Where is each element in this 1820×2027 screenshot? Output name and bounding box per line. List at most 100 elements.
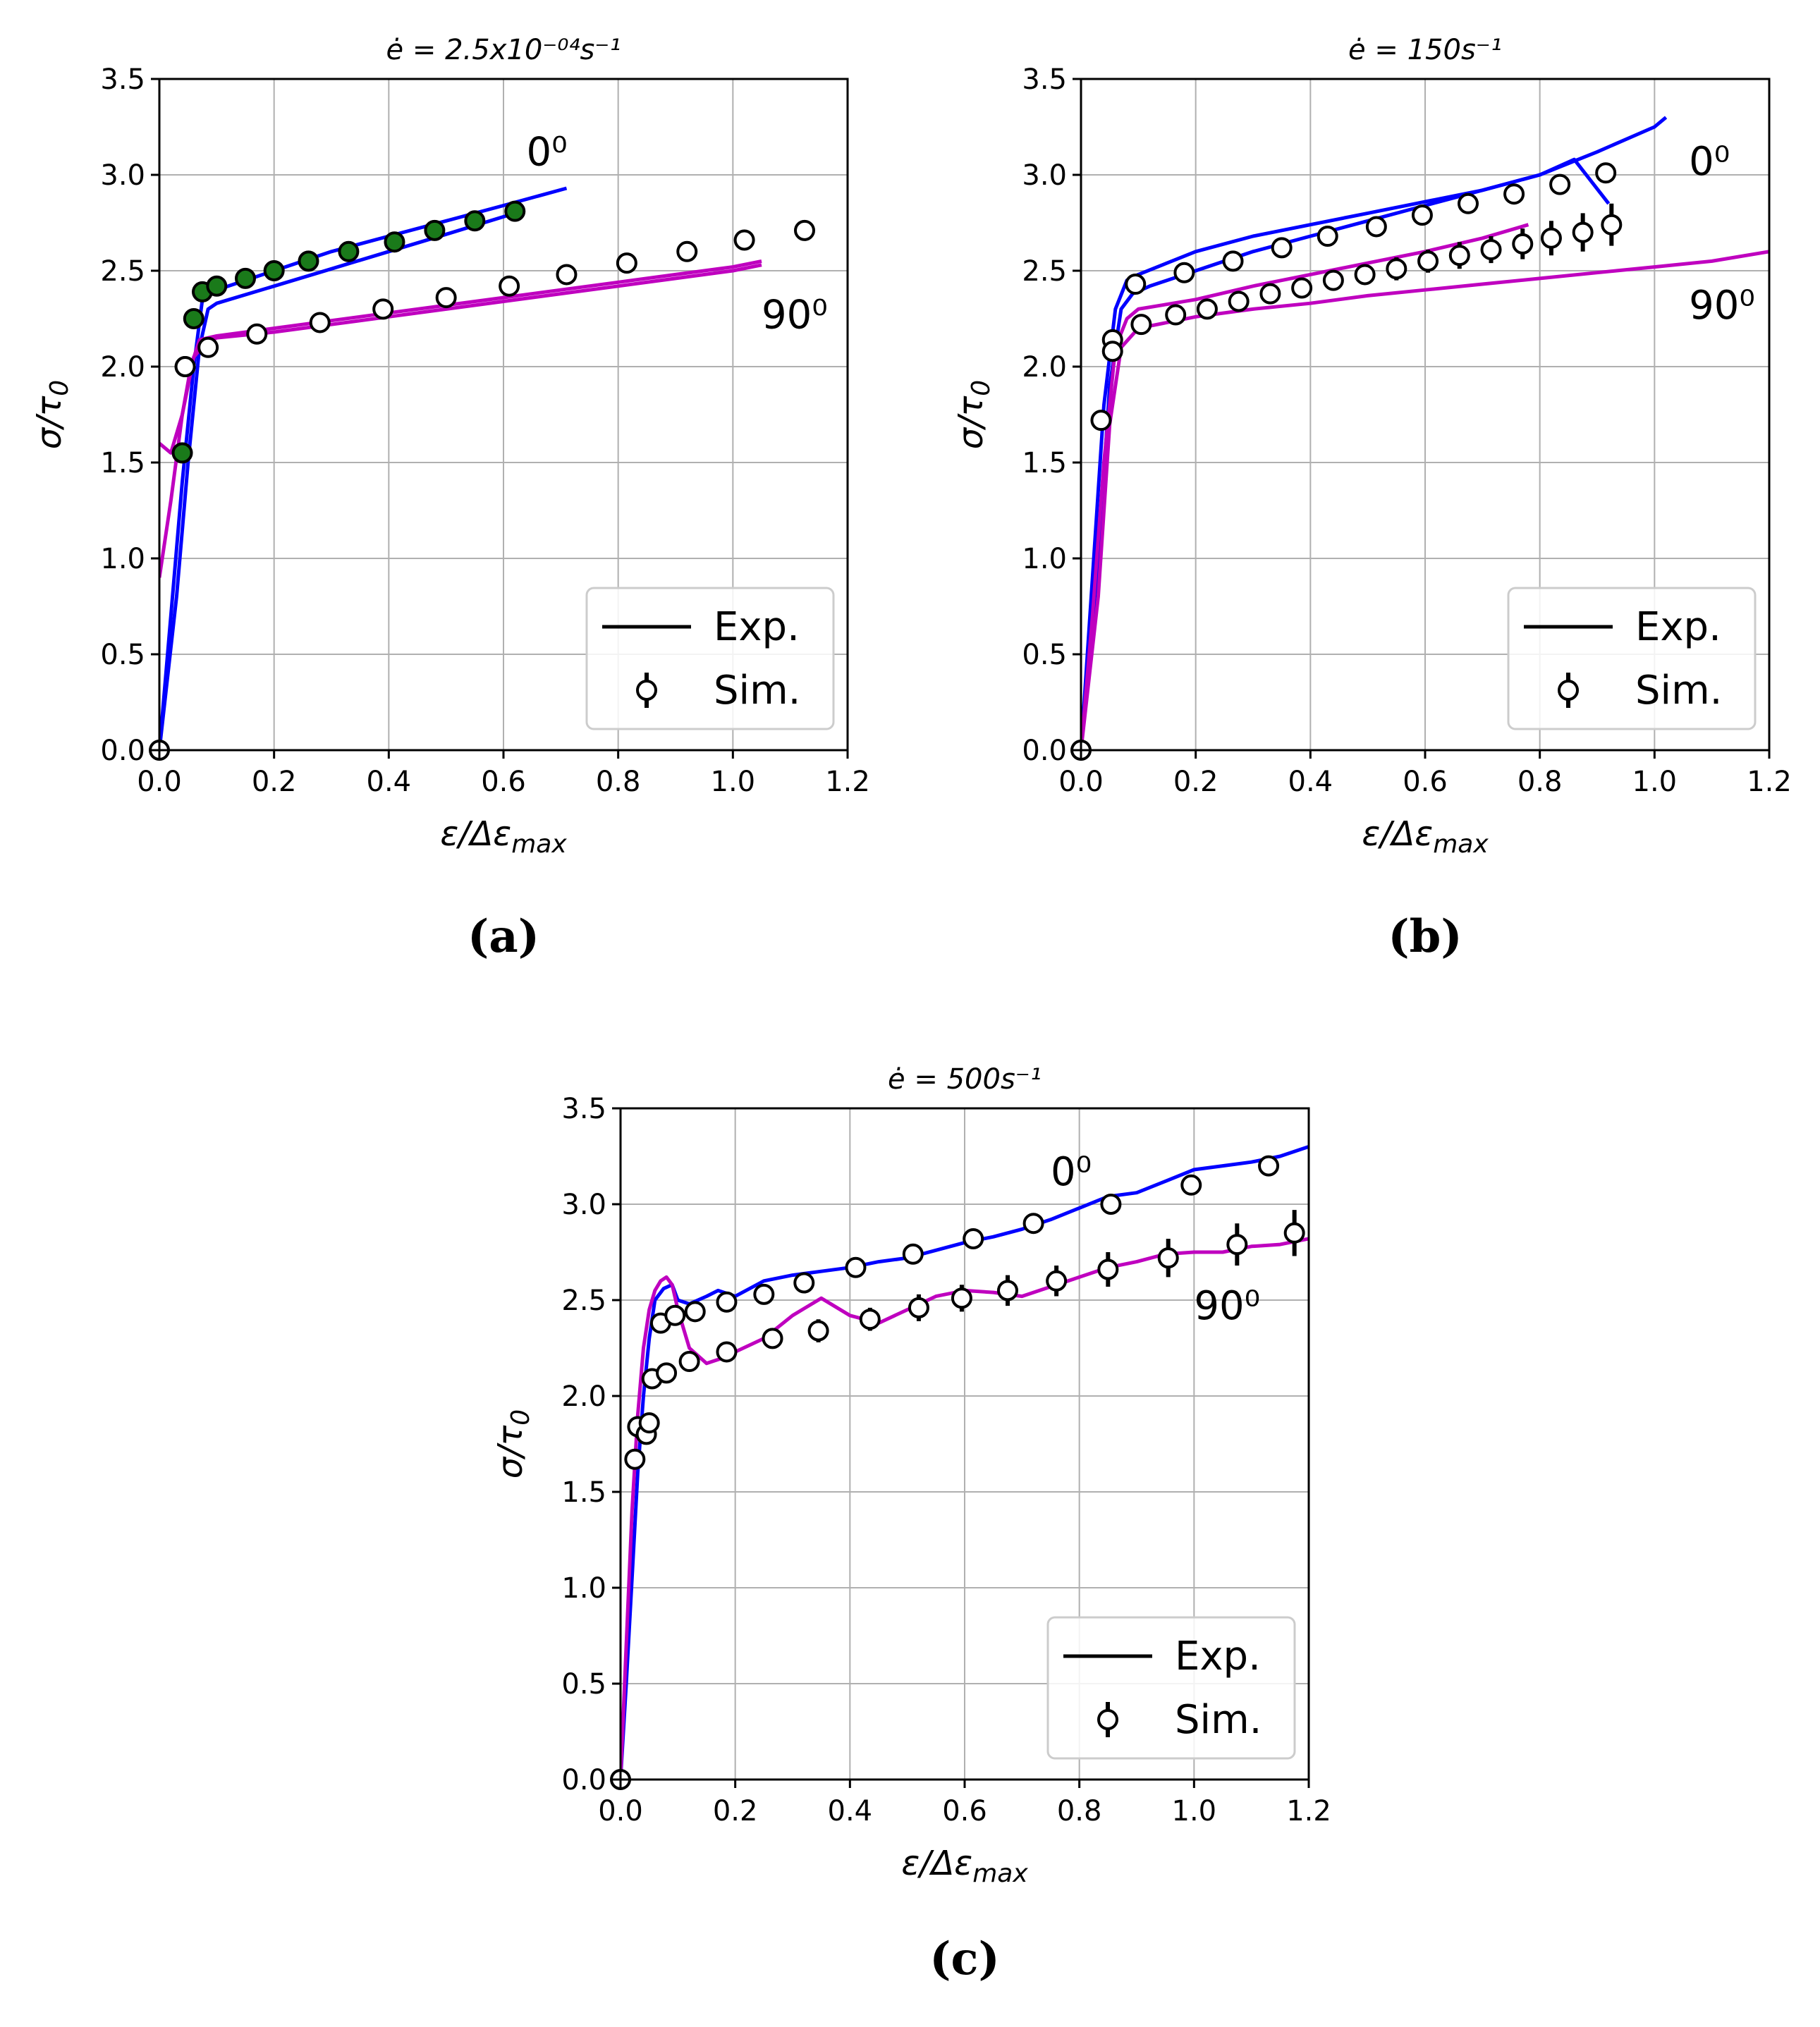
sim-point — [1097, 1259, 1119, 1280]
x-tick-label: 0.4 — [828, 1795, 873, 1827]
sim-point — [246, 323, 268, 345]
sim-point — [951, 1287, 972, 1309]
x-tick-label: 0.0 — [598, 1795, 643, 1827]
y-tick-label: 0.5 — [100, 639, 145, 671]
sim-point — [1386, 258, 1407, 280]
sim-point — [424, 219, 446, 241]
x-tick-label: 1.2 — [1286, 1795, 1331, 1827]
sim-point — [1512, 233, 1534, 255]
sim-point — [197, 336, 219, 358]
sim-point — [1595, 162, 1617, 184]
y-tick-label: 2.0 — [561, 1380, 606, 1413]
sim-point — [435, 287, 457, 309]
x-tick-label: 1.0 — [711, 766, 756, 798]
x-tick-label: 1.2 — [1747, 766, 1792, 798]
curve-annotation: 90⁰ — [1194, 1283, 1260, 1329]
y-tick-label: 1.5 — [1022, 447, 1067, 479]
legend-exp-label: Exp. — [1175, 1634, 1261, 1679]
legend-sim-label: Sim. — [714, 668, 800, 714]
legend-sim-label: Sim. — [1635, 668, 1722, 714]
chart-panel-2: 0.0 0.2 0.4 0.6 0.8 1.0 1.2 0.0 0.5 1.0 1.5 2.0 2.5 3… — [951, 34, 1792, 963]
x-tick-label: 0.8 — [1517, 766, 1563, 798]
sim-point — [1100, 1194, 1122, 1215]
sim-point — [1480, 239, 1502, 261]
sim-point — [908, 1297, 929, 1318]
sim-point — [1365, 216, 1387, 238]
sim-point — [676, 240, 698, 262]
sim-point — [1196, 298, 1218, 320]
sim-point — [794, 219, 815, 241]
panel-label: (a) — [468, 910, 539, 963]
exp-series-line-1 — [159, 186, 568, 750]
y-tick-label: 3.5 — [100, 63, 145, 96]
sim-point — [1503, 183, 1525, 205]
sim-point — [1448, 245, 1470, 267]
sim-point — [1022, 1213, 1044, 1235]
exp-series-line-4 — [1081, 250, 1769, 750]
curve-annotation: 0⁰ — [1051, 1149, 1092, 1195]
y-tick-label: 0.0 — [100, 735, 145, 767]
sim-point — [762, 1328, 783, 1349]
sim-point — [902, 1243, 924, 1265]
sim-point — [1601, 214, 1623, 235]
legend: Exp. Sim. — [1507, 587, 1757, 730]
legend: Exp. Sim. — [1046, 1616, 1296, 1760]
x-tick-label: 0.6 — [1403, 766, 1448, 798]
exp-series-line-3 — [159, 259, 762, 455]
sim-point — [309, 312, 331, 333]
sim-point — [235, 267, 256, 289]
y-tick-label: 2.0 — [100, 351, 145, 384]
sim-markers — [610, 1155, 1305, 1790]
sim-point — [1259, 283, 1281, 305]
sim-point — [716, 1341, 738, 1363]
legend: Exp. Sim. — [585, 587, 835, 730]
legend-sim-swatch — [636, 680, 657, 701]
sim-point — [716, 1291, 738, 1313]
sim-markers — [1070, 162, 1623, 761]
legend-sim-swatch — [1097, 1709, 1118, 1730]
x-tick-label: 0.8 — [596, 766, 641, 798]
sim-point — [1354, 264, 1376, 286]
sim-point — [807, 1320, 829, 1342]
y-tick-label: 1.0 — [100, 543, 145, 575]
sim-point — [664, 1304, 686, 1326]
sim-point — [1226, 1234, 1248, 1256]
chart-title: ė = 2.5x10⁻⁰⁴s⁻¹ — [386, 34, 621, 66]
x-tick-label: 0.0 — [137, 766, 182, 798]
legend-sim-label: Sim. — [1175, 1697, 1262, 1743]
y-tick-label: 2.5 — [1022, 255, 1067, 288]
y-tick-label: 0.5 — [561, 1668, 606, 1701]
x-tick-label: 0.8 — [1057, 1795, 1102, 1827]
chart-panel-3: 0.0 0.2 0.4 0.6 0.8 1.0 1.2 0.0 0.5 1.0 1.5 2.0 2.5 3… — [491, 1063, 1331, 1985]
sim-point — [1180, 1174, 1202, 1196]
sim-point — [733, 229, 755, 251]
sim-point — [1046, 1270, 1068, 1292]
panel-label: (b) — [1388, 910, 1462, 963]
sim-point — [206, 275, 228, 297]
curve-annotation: 0⁰ — [527, 129, 568, 175]
sim-point — [1317, 226, 1338, 247]
sim-point — [171, 442, 193, 464]
curve-annotation: 90⁰ — [762, 293, 828, 338]
sim-point — [845, 1256, 867, 1278]
sim-point — [1549, 173, 1571, 195]
chart-title: ė = 150s⁻¹ — [1348, 34, 1502, 66]
sim-point — [1283, 1222, 1305, 1244]
x-tick-label: 0.2 — [713, 1795, 758, 1827]
sim-point — [1271, 237, 1293, 259]
sim-point — [384, 231, 405, 253]
sim-point — [638, 1412, 660, 1434]
exp-series-line-2 — [159, 212, 516, 750]
x-tick-label: 1.0 — [1632, 766, 1678, 798]
y-tick-label: 3.5 — [1022, 63, 1067, 96]
y-tick-label: 1.0 — [561, 1572, 606, 1605]
sim-point — [1458, 192, 1479, 214]
sim-point — [1090, 410, 1112, 431]
sim-point — [684, 1301, 706, 1323]
sim-point — [793, 1272, 815, 1294]
chart-panel-1: 0.0 0.2 0.4 0.6 0.8 1.0 1.2 0.0 0.5 1.0 1.5 2.0 2.5 3… — [30, 34, 870, 963]
sim-point — [499, 275, 520, 297]
sim-point — [656, 1362, 678, 1384]
y-tick-label: 3.0 — [1022, 159, 1067, 192]
sim-point — [174, 356, 196, 377]
